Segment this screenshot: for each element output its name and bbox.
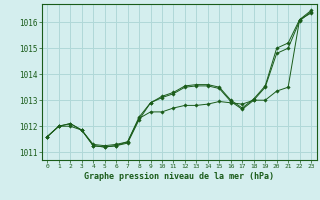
X-axis label: Graphe pression niveau de la mer (hPa): Graphe pression niveau de la mer (hPa)	[84, 172, 274, 181]
